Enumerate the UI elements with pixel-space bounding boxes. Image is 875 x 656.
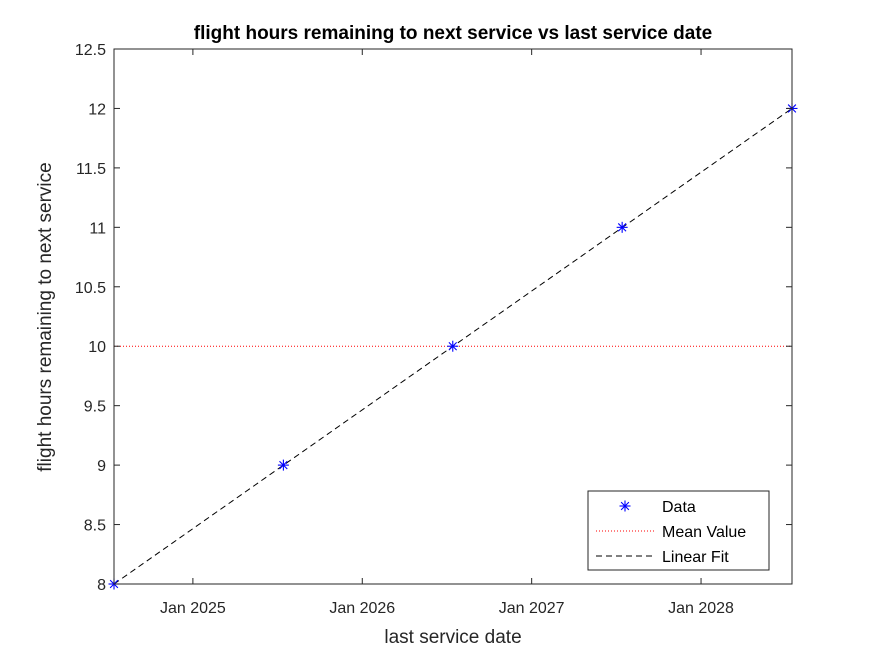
legend-item: Linear Fit: [596, 549, 729, 566]
y-tick-label: 12: [88, 101, 106, 118]
legend-box: [587, 490, 770, 571]
y-axis-label: flight hours remaining to next service: [35, 162, 56, 471]
y-tick-label: 11: [89, 220, 106, 237]
y-tick-label: 10: [88, 339, 106, 356]
data-point-marker: [277, 459, 289, 471]
legend-item: Mean Value: [596, 524, 746, 541]
data-point-marker: [616, 221, 628, 233]
y-tick-label: 8.5: [84, 518, 106, 535]
y-tick-label: 9: [97, 458, 106, 475]
y-tick-label: 11.5: [76, 161, 106, 178]
legend-label: Data: [662, 499, 696, 516]
legend-label: Linear Fit: [662, 549, 729, 566]
legend-label: Mean Value: [662, 524, 746, 541]
axes: 8 8.5 9 9.5 10 10.5 11 11.5 12 12.5 Jan 2025 Jan 20…: [75, 42, 793, 617]
legend-item: Data: [619, 499, 696, 516]
chart-title: flight hours remaining to next service v…: [194, 23, 712, 44]
y-tick-label: 9.5: [84, 399, 106, 416]
legend: Data Mean Value Linear Fit: [587, 490, 770, 571]
y-tick-label: 12.5: [75, 42, 106, 59]
y-tick-label: 8: [97, 577, 106, 594]
x-tick-label: Jan 2026: [329, 600, 395, 617]
legend-marker: [619, 500, 631, 512]
axes-box: [113, 48, 793, 585]
data-point-marker: [447, 340, 459, 352]
x-tick-label: Jan 2027: [499, 600, 565, 617]
x-tick-label: Jan 2025: [160, 600, 226, 617]
x-tick-label: Jan 2028: [668, 600, 734, 617]
x-axis-label: last service date: [384, 627, 521, 648]
y-tick-label: 10.5: [75, 280, 106, 297]
